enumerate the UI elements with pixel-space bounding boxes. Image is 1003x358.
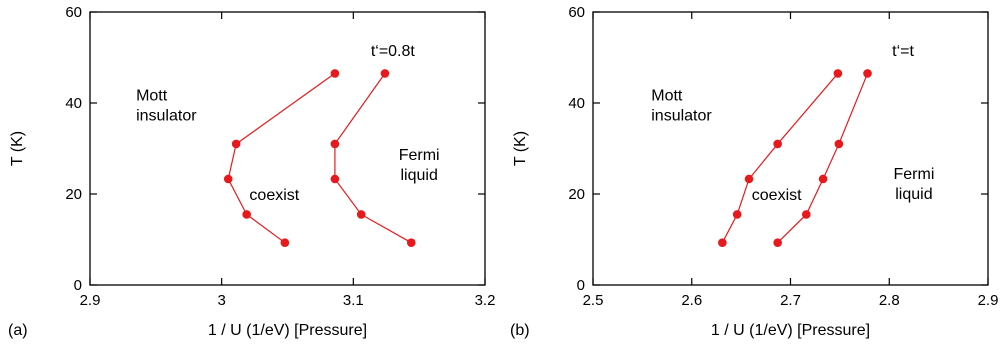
y-tick-label: 40 [568,95,585,112]
data-point [280,238,290,247]
x-axis-label: 1 / U (1/eV) [Pressure] [208,322,367,339]
data-point [773,139,782,149]
x-tick-label: 2.6 [681,292,702,309]
data-point [863,69,872,78]
annotation-fermi-liquid: Fermi liquid [399,147,440,184]
data-point [231,139,241,149]
data-point [330,174,340,184]
annotation-coexist: coexist [752,187,802,204]
data-point [834,139,844,149]
y-tick-label: 40 [65,95,82,112]
annotation-t-t: t‘=t [892,43,914,60]
data-point [818,174,828,184]
y-tick-label: 20 [65,186,82,203]
y-axis-label: T (K) [512,131,529,166]
data-point [330,139,340,149]
x-axis-label: 1 / U (1/eV) [Pressure] [711,322,870,339]
y-axis-label: T (K) [9,131,26,166]
x-tick-label: 2.5 [583,292,604,309]
data-point [718,238,727,247]
x-tick-label: 3.1 [343,292,364,309]
plot-frame [89,11,486,286]
x-tick-label: 2.7 [780,292,801,309]
data-point [242,210,251,219]
y-tick-label: 0 [74,277,82,294]
x-tick-label: 2.9 [80,292,101,309]
annotation-fermi-liquid: Fermi liquid [893,166,934,203]
annotation-mott-insulator: Mott insulator [136,88,197,125]
x-tick-label: 2.8 [879,292,900,309]
data-point [744,174,754,184]
y-tick-label: 60 [65,4,82,21]
panel-label: (b) [510,322,530,339]
data-point [732,210,742,219]
data-point [833,69,843,78]
x-tick-label: 3.2 [475,292,496,309]
series-line-2 [777,73,869,244]
annotation-mott-insulator: Mott insulator [651,88,712,125]
y-tick-label: 20 [568,186,585,203]
x-tick-label: 2.9 [978,292,999,309]
plot-frame [592,11,989,286]
chart-panel-b: 2.5 2.6 2.7 2.8 2.9 0 20 40 60 1 / U (1/eV) [Pres… [510,4,998,339]
panel-label: (a) [8,322,28,339]
data-point [773,238,782,247]
data-point [406,238,416,247]
y-tick-label: 0 [577,277,585,294]
chart-panel-a: 2.9 3 3.1 3.2 0 20 40 60 1 / U (1/eV) [Pressure]… [8,4,495,339]
data-point [356,210,366,219]
data-point [223,174,233,184]
data-point [380,69,390,78]
annotation-t-0-8t: t‘=0.8t [371,43,416,60]
data-point [330,69,340,78]
x-tick-label: 3 [217,292,225,309]
y-tick-label: 60 [568,4,585,21]
data-point [802,210,811,219]
annotation-coexist: coexist [249,187,299,204]
